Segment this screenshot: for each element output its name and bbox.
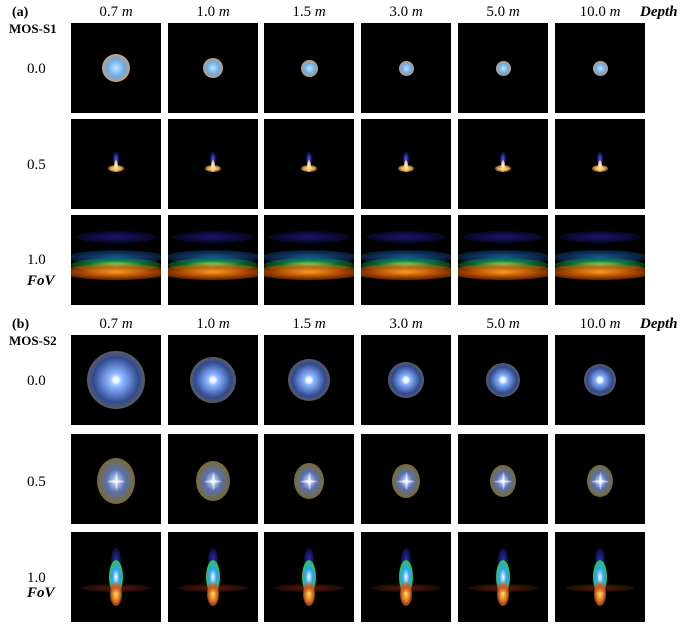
psf-image [458, 215, 548, 305]
psf-image [458, 434, 548, 524]
psf-image [361, 119, 451, 209]
depth-axis-label: Depth [640, 316, 678, 332]
fov-row-label: 1.0 [27, 252, 46, 268]
psf-image [555, 119, 645, 209]
fov-axis-label: FoV [27, 273, 55, 289]
psf-image [168, 532, 258, 622]
psf-image [168, 335, 258, 425]
psf-image [264, 23, 354, 113]
panel-b: (b) MOS-S2 Depth 0.7 m 1.0 m 1.5 m 3.0 m… [0, 312, 699, 624]
depth-column-label: 1.5 m [292, 316, 326, 332]
psf-image [264, 434, 354, 524]
psf-image [264, 335, 354, 425]
psf-image [361, 532, 451, 622]
psf-image [555, 335, 645, 425]
depth-column-label: 1.5 m [292, 4, 326, 20]
depth-column-label: 1.0 m [196, 316, 230, 332]
fov-row-label: 0.0 [27, 61, 46, 77]
psf-image [168, 23, 258, 113]
psf-image [71, 215, 161, 305]
psf-image [168, 119, 258, 209]
fov-row-label: 0.5 [27, 474, 46, 490]
psf-image [458, 23, 548, 113]
psf-image [555, 434, 645, 524]
psf-image [361, 23, 451, 113]
psf-image [71, 119, 161, 209]
psf-image [458, 119, 548, 209]
fov-axis-label: FoV [27, 585, 55, 601]
depth-column-label: 10.0 m [579, 316, 621, 332]
psf-image [264, 215, 354, 305]
fov-row-label: 0.5 [27, 157, 46, 173]
psf-image [264, 532, 354, 622]
psf-image [168, 434, 258, 524]
psf-image [361, 215, 451, 305]
fov-row-label: 0.0 [27, 373, 46, 389]
psf-image [555, 23, 645, 113]
panel-label: (a) [12, 5, 29, 20]
panel-a: (a) MOS-S1 Depth 0.7 m 1.0 m 1.5 m 3.0 m… [9, 4, 678, 305]
depth-column-label: 5.0 m [486, 316, 520, 332]
depth-axis-label: Depth [640, 4, 678, 20]
psf-image [361, 335, 451, 425]
psf-image [71, 23, 161, 113]
psf-image [458, 335, 548, 425]
psf-image [458, 532, 548, 622]
depth-column-label: 3.0 m [389, 4, 423, 20]
psf-image [71, 434, 161, 524]
depth-column-label: 3.0 m [389, 316, 423, 332]
depth-column-label: 1.0 m [196, 4, 230, 20]
panel-label: (b) [12, 317, 30, 332]
system-label: MOS-S2 [9, 333, 57, 348]
psf-image [264, 119, 354, 209]
depth-column-label: 10.0 m [579, 4, 621, 20]
system-label: MOS-S1 [9, 21, 57, 36]
psf-image [168, 215, 258, 305]
psf-image [71, 335, 161, 425]
depth-column-label: 5.0 m [486, 4, 520, 20]
depth-column-label: 0.7 m [99, 4, 133, 20]
psf-image [555, 532, 645, 622]
psf-image [555, 215, 645, 305]
psf-image [361, 434, 451, 524]
psf-image [71, 532, 161, 622]
fov-row-label: 1.0 [27, 570, 46, 586]
depth-column-label: 0.7 m [99, 316, 133, 332]
